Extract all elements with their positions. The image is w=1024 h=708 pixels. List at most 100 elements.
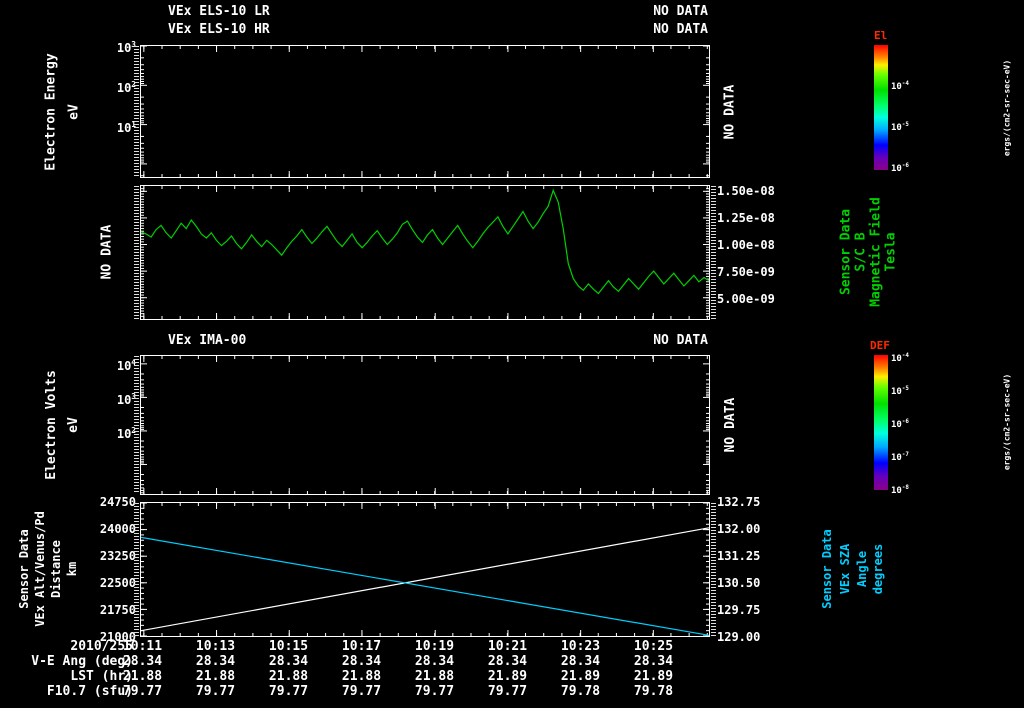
eph-left-label: Sensor Data — [17, 529, 31, 609]
els-ytick: 102 — [116, 80, 136, 95]
els-hr-nodata: NO DATA — [653, 22, 708, 37]
els-left-axis-ticks — [134, 46, 139, 177]
row-values-ve-ang: 28.34 28.34 28.34 28.34 28.34 28.34 28.3… — [106, 654, 690, 669]
value-cell: 21.88 — [268, 669, 309, 684]
eph-right-tick: 132.00 — [717, 522, 761, 536]
eph-right-tick: 132.75 — [717, 495, 761, 509]
ima-colorbar-tick: 10-4 — [891, 353, 909, 364]
ima-plot-canvas — [141, 356, 709, 494]
eph-right-label: Angle — [855, 550, 869, 588]
mag-field-plot — [140, 185, 710, 320]
time-label: 10:25 — [633, 639, 674, 654]
ima-ytick: 102 — [116, 426, 136, 441]
els-ytick: 101 — [116, 120, 136, 135]
els-plot-canvas — [141, 46, 709, 177]
value-cell: 79.77 — [487, 684, 528, 699]
value-cell: 79.77 — [414, 684, 455, 699]
eph-left-tick: 21750 — [99, 603, 136, 617]
value-cell: 28.34 — [268, 654, 309, 669]
row-label-lst: LST (hr) — [70, 669, 133, 684]
time-label: 10:11 — [122, 639, 163, 654]
eph-right-tick: 130.50 — [717, 576, 761, 590]
value-cell: 79.78 — [633, 684, 674, 699]
els-ylabel-line1: Electron Energy — [43, 53, 59, 171]
value-cell: 28.34 — [122, 654, 163, 669]
els-colorbar-tick: 10-4 — [891, 81, 909, 92]
eph-plot-canvas — [141, 503, 709, 636]
mag-ytick: 1.50e-08 — [717, 184, 775, 198]
mag-left-nodata: NO DATA — [99, 224, 115, 280]
els-colorbar-title: El — [874, 29, 888, 42]
value-cell: 21.89 — [633, 669, 674, 684]
els-colorbar-unit: ergs/(cm2-sr-sec-eV) — [1002, 59, 1012, 157]
ima-ylabel-line2: eV — [66, 417, 81, 433]
mag-ytick: 7.50e-09 — [717, 265, 775, 279]
els-hr-title: VEx ELS-10 HR — [168, 22, 270, 37]
ima-ylabel-line1: Electron Volts — [44, 370, 59, 480]
ima-colorbar-tick: 10-7 — [891, 452, 909, 463]
ima-colorbar — [874, 355, 888, 490]
eph-right-label: Sensor Data — [820, 529, 834, 609]
ima-nodata: NO DATA — [653, 333, 708, 348]
mag-ytick: 5.00e-09 — [717, 292, 775, 306]
eph-left-tick: 21000 — [99, 630, 136, 644]
els-colorbar-tick: 10-6 — [891, 163, 909, 174]
els-ytick: 103 — [116, 40, 136, 55]
ima-colorbar-unit: ergs/(cm2-sr-sec-eV) — [1002, 373, 1012, 471]
ima-colorbar-tick: 10-6 — [891, 419, 909, 430]
value-cell: 28.34 — [560, 654, 601, 669]
value-cell: 79.77 — [341, 684, 382, 699]
ima-spectrogram-plot — [140, 355, 710, 495]
els-right-nodata: NO DATA — [722, 84, 738, 140]
value-cell: 28.34 — [487, 654, 528, 669]
value-cell: 21.88 — [341, 669, 382, 684]
row-values-f107: 79.77 79.77 79.77 79.77 79.77 79.77 79.7… — [106, 684, 690, 699]
value-cell: 21.88 — [414, 669, 455, 684]
eph-left-tick: 24000 — [99, 522, 136, 536]
time-label: 10:19 — [414, 639, 455, 654]
ima-left-axis-ticks — [134, 356, 139, 494]
eph-right-tick: 129.75 — [717, 603, 761, 617]
row-label-f107: F10.7 (sfu) — [46, 684, 133, 699]
eph-right-label: degrees — [871, 543, 885, 595]
mag-left-axis-ticks — [134, 186, 139, 319]
eph-left-tick: 23250 — [99, 549, 136, 563]
value-cell: 28.34 — [195, 654, 236, 669]
value-cell: 79.78 — [560, 684, 601, 699]
eph-left-label: VEx Alt/Venus/Pd — [33, 511, 47, 627]
value-cell: 21.88 — [122, 669, 163, 684]
time-label: 10:23 — [560, 639, 601, 654]
mag-ytick: 1.00e-08 — [717, 238, 775, 252]
mag-right-label: Sensor Data — [838, 208, 854, 296]
value-cell: 79.77 — [195, 684, 236, 699]
value-cell: 21.89 — [487, 669, 528, 684]
mag-plot-canvas — [141, 186, 709, 319]
row-values-lst: 21.88 21.88 21.88 21.88 21.88 21.89 21.8… — [106, 669, 690, 684]
value-cell: 28.34 — [633, 654, 674, 669]
time-label: 10:21 — [487, 639, 528, 654]
eph-right-tick: 129.00 — [717, 630, 761, 644]
ima-ytick: 104 — [116, 358, 136, 373]
els-ylabel-line2: eV — [66, 104, 82, 120]
eph-left-axis-ticks — [134, 503, 139, 636]
x-axis-date: 2010/255 — [70, 639, 133, 654]
eph-plot — [140, 502, 710, 637]
eph-right-label: VEx SZA — [838, 543, 852, 595]
ima-right-nodata: NO DATA — [723, 397, 738, 453]
ima-colorbar-tick: 10-5 — [891, 386, 909, 397]
eph-left-tick: 24750 — [99, 495, 136, 509]
mag-right-label: S/C B — [853, 232, 869, 272]
els-spectrogram-plot — [140, 45, 710, 178]
els-lr-nodata: NO DATA — [653, 4, 708, 19]
x-axis-time-labels: 10:11 10:13 10:15 10:17 10:19 10:21 10:2… — [106, 639, 690, 654]
eph-right-tick: 131.25 — [717, 549, 761, 563]
value-cell: 28.34 — [341, 654, 382, 669]
value-cell: 21.89 — [560, 669, 601, 684]
ima-colorbar-title: DEF — [870, 339, 890, 352]
ima-title: VEx IMA-00 — [168, 333, 247, 348]
eph-right-axis-ticks — [711, 503, 716, 636]
eph-left-label: km — [65, 561, 79, 577]
time-label: 10:15 — [268, 639, 309, 654]
mag-right-axis-ticks — [711, 186, 716, 319]
eph-left-tick: 22500 — [99, 576, 136, 590]
